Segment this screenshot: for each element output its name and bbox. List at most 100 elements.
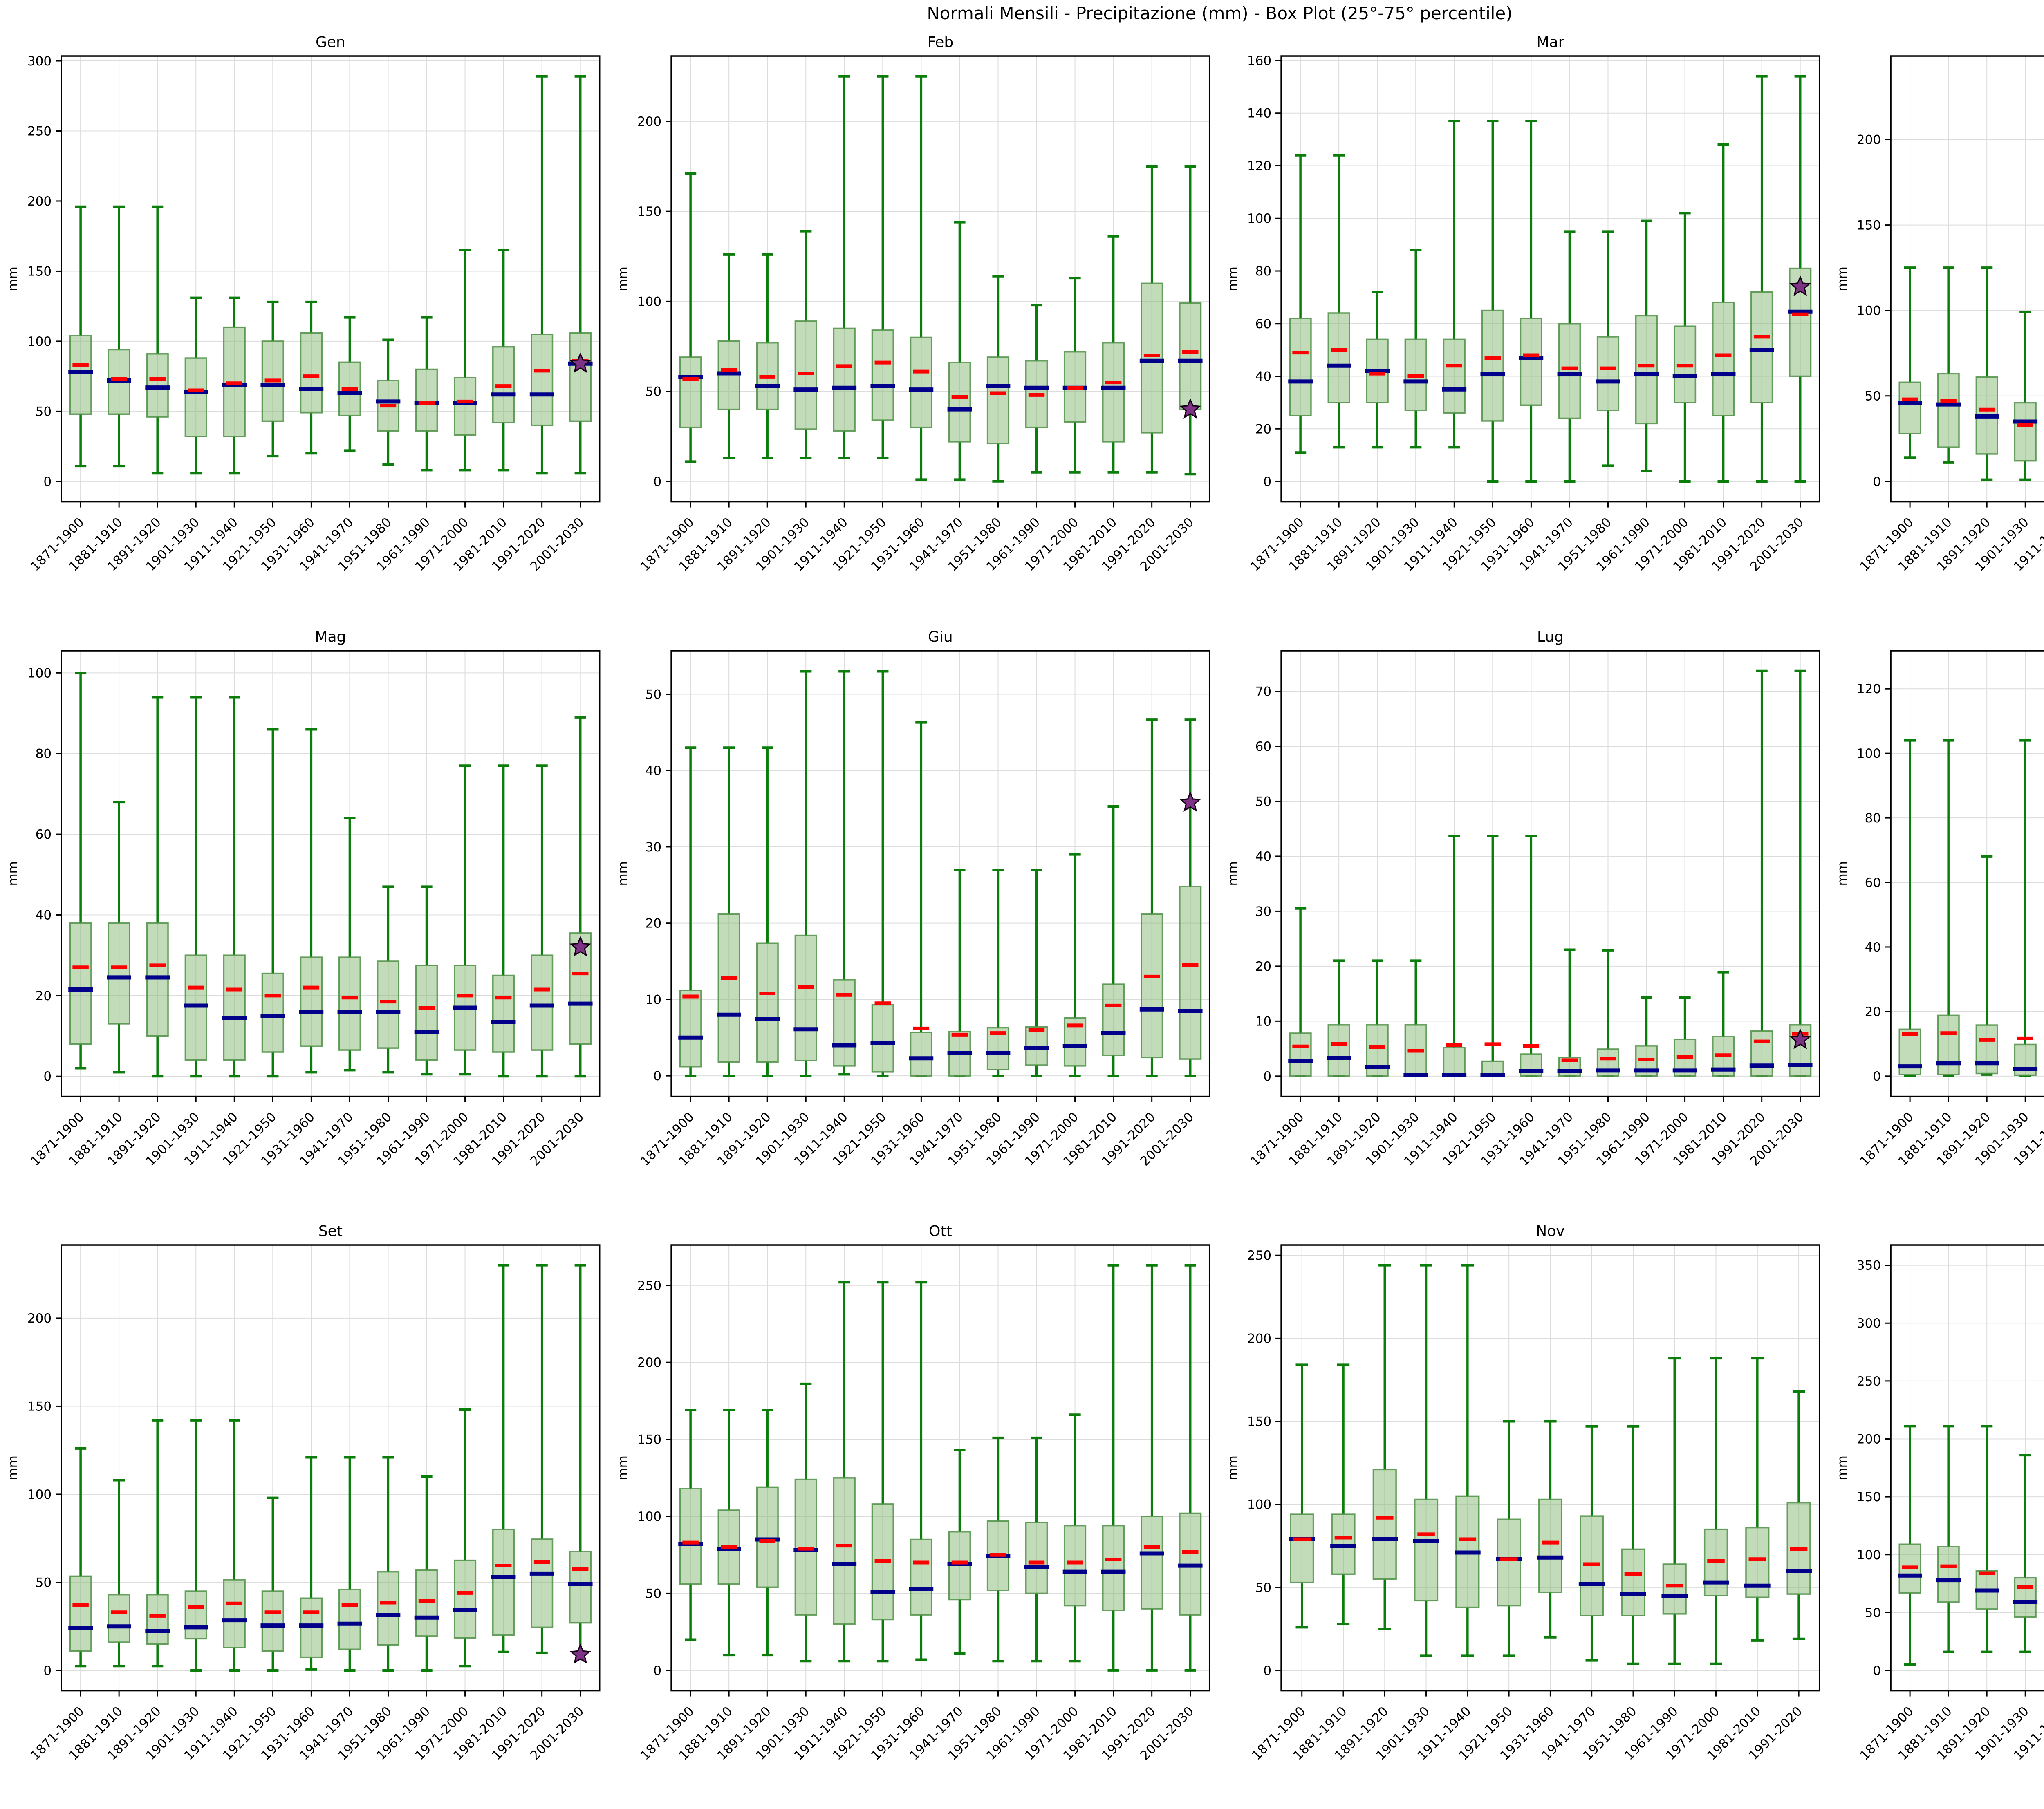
- box-1881-1910: [107, 1479, 132, 1668]
- box-1901-1930: [184, 296, 208, 475]
- y-tick-label: 150: [637, 204, 661, 219]
- y-axis-label: mm: [1226, 1456, 1240, 1480]
- axes-frame: [1890, 55, 2044, 503]
- y-tick-label: 100: [1247, 211, 1271, 226]
- y-tick-label: 10: [645, 992, 661, 1007]
- y-tick-label: 20: [1255, 959, 1271, 974]
- y-tick-label: 0: [43, 1069, 52, 1084]
- box-1991-2020: [529, 764, 554, 1077]
- panel-title: Nov: [1536, 1223, 1564, 1240]
- box-1901-1930: [2013, 311, 2038, 481]
- box-1961-1990: [1024, 1437, 1049, 1663]
- box-1911-1940: [832, 1281, 856, 1663]
- axes-labels: 0501001502001871-19001881-19101891-19201…: [1857, 133, 2044, 574]
- box-1891-1920: [755, 746, 780, 1077]
- y-tick-label: 250: [27, 124, 52, 139]
- box-1921-1950: [260, 728, 285, 1077]
- box-1931-1960: [909, 1281, 933, 1661]
- gridlines: [1281, 650, 1820, 1097]
- y-tick-label: 0: [43, 475, 52, 489]
- axes-labels: 0501001502002501871-19001881-19101891-19…: [1247, 1249, 1805, 1764]
- y-tick-label: 120: [1857, 682, 1881, 696]
- y-tick-label: 0: [1873, 475, 1881, 489]
- box-1961-1990: [414, 1475, 439, 1672]
- y-tick-label: 50: [1865, 389, 1881, 404]
- box-1931-1960: [1519, 834, 1543, 1077]
- y-tick-label: 300: [27, 54, 52, 69]
- y-tick-label: 350: [1857, 1258, 1881, 1273]
- y-tick-label: 50: [645, 385, 661, 399]
- y-tick-label: 0: [653, 1069, 661, 1084]
- box-1991-2020: [529, 1264, 554, 1655]
- box-1871-1900: [68, 1447, 93, 1668]
- boxes: [1288, 669, 1813, 1077]
- y-tick-label: 0: [1263, 1069, 1271, 1084]
- y-tick-label: 40: [1255, 849, 1271, 864]
- box-1901-1930: [793, 230, 818, 459]
- box-1891-1920: [1365, 959, 1390, 1077]
- y-tick-label: 200: [1857, 133, 1881, 148]
- box-1931-1960: [1537, 1420, 1563, 1639]
- subplot-mar: 0 20 40 60 80 100 120 140 160 1871-1900 1881-1910 1…: [1220, 25, 1830, 620]
- box-1961-1990: [1634, 996, 1659, 1077]
- gridlines: [671, 56, 1210, 502]
- gridlines: [1891, 1245, 2044, 1691]
- box-1891-1920: [1371, 1264, 1398, 1630]
- boxes: [1898, 739, 2038, 1077]
- box-1901-1930: [1403, 959, 1428, 1077]
- box-1891-1920: [1365, 291, 1390, 449]
- y-tick-label: 80: [1865, 811, 1881, 826]
- boxplot-apr: 0501001502001871-19001881-19101891-19201…: [1835, 55, 2044, 574]
- panel-title: Feb: [927, 34, 953, 51]
- axes-frame: [1890, 650, 2044, 1097]
- gridlines: [671, 650, 1210, 1097]
- panel-title: Mar: [1536, 34, 1564, 51]
- star-marker: [1789, 275, 1811, 296]
- box-1941-1970: [1557, 948, 1582, 1077]
- axes-frame: [670, 55, 1210, 503]
- box-1961-1990: [414, 885, 439, 1076]
- box-1951-1980: [1596, 949, 1620, 1077]
- boxplot-set: 0501001502001871-19001881-19101891-19201…: [6, 1223, 601, 1763]
- subplot-dic: 0 50 100 150 200 250 300 350 1871-1900 1881-1910 1…: [1829, 1214, 2044, 1809]
- box-1971-2000: [1062, 1413, 1087, 1663]
- box-2001-2030: [568, 75, 593, 475]
- boxes: [678, 670, 1203, 1077]
- box-1901-1930: [1413, 1264, 1439, 1657]
- panel-title: Mag: [315, 629, 346, 645]
- box-1911-1940: [222, 1419, 247, 1672]
- box-1881-1910: [1936, 739, 1961, 1077]
- box-1931-1960: [909, 75, 933, 481]
- box-1991-2020: [529, 75, 554, 475]
- y-tick-label: 50: [1255, 1581, 1271, 1595]
- y-tick-label: 30: [1255, 904, 1271, 919]
- boxplot-giu: 010203040501871-19001881-19101891-192019…: [616, 629, 1210, 1169]
- box-1901-1930: [184, 1419, 208, 1672]
- subplot-grid: 0 50 100 150 200 250 300 1871-1900 1881-1910 1891…: [0, 25, 2044, 1808]
- y-tick-label: 20: [36, 989, 52, 1003]
- box-1891-1920: [755, 1409, 780, 1657]
- y-tick-label: 150: [637, 1433, 661, 1447]
- y-tick-label: 100: [1247, 1498, 1271, 1512]
- boxes: [68, 672, 593, 1077]
- box-1871-1900: [1898, 266, 1923, 459]
- y-tick-label: 100: [27, 1487, 52, 1502]
- boxplot-dic: 0501001502002503003501871-19001881-19101…: [1835, 1244, 2044, 1763]
- box-1961-1990: [1661, 1357, 1688, 1666]
- boxes: [678, 1264, 1203, 1672]
- y-tick-label: 150: [27, 264, 52, 279]
- box-1981-2010: [1101, 235, 1126, 474]
- star-marker: [1179, 398, 1201, 419]
- box-1921-1950: [870, 75, 895, 459]
- box-1951-1980: [1596, 230, 1620, 467]
- y-tick-label: 0: [653, 1663, 661, 1678]
- y-tick-label: 150: [1857, 218, 1881, 233]
- box-1891-1920: [145, 1419, 170, 1668]
- box-1941-1970: [1557, 230, 1582, 483]
- y-tick-label: 200: [27, 194, 52, 209]
- y-tick-label: 10: [1255, 1014, 1271, 1029]
- axes-frame: [1280, 55, 1820, 503]
- subplot-nov: 0 50 100 150 200 250 1871-1900 1881-1910 1891-19…: [1220, 1214, 1830, 1809]
- box-1951-1980: [986, 1437, 1011, 1663]
- box-1901-1930: [793, 670, 818, 1077]
